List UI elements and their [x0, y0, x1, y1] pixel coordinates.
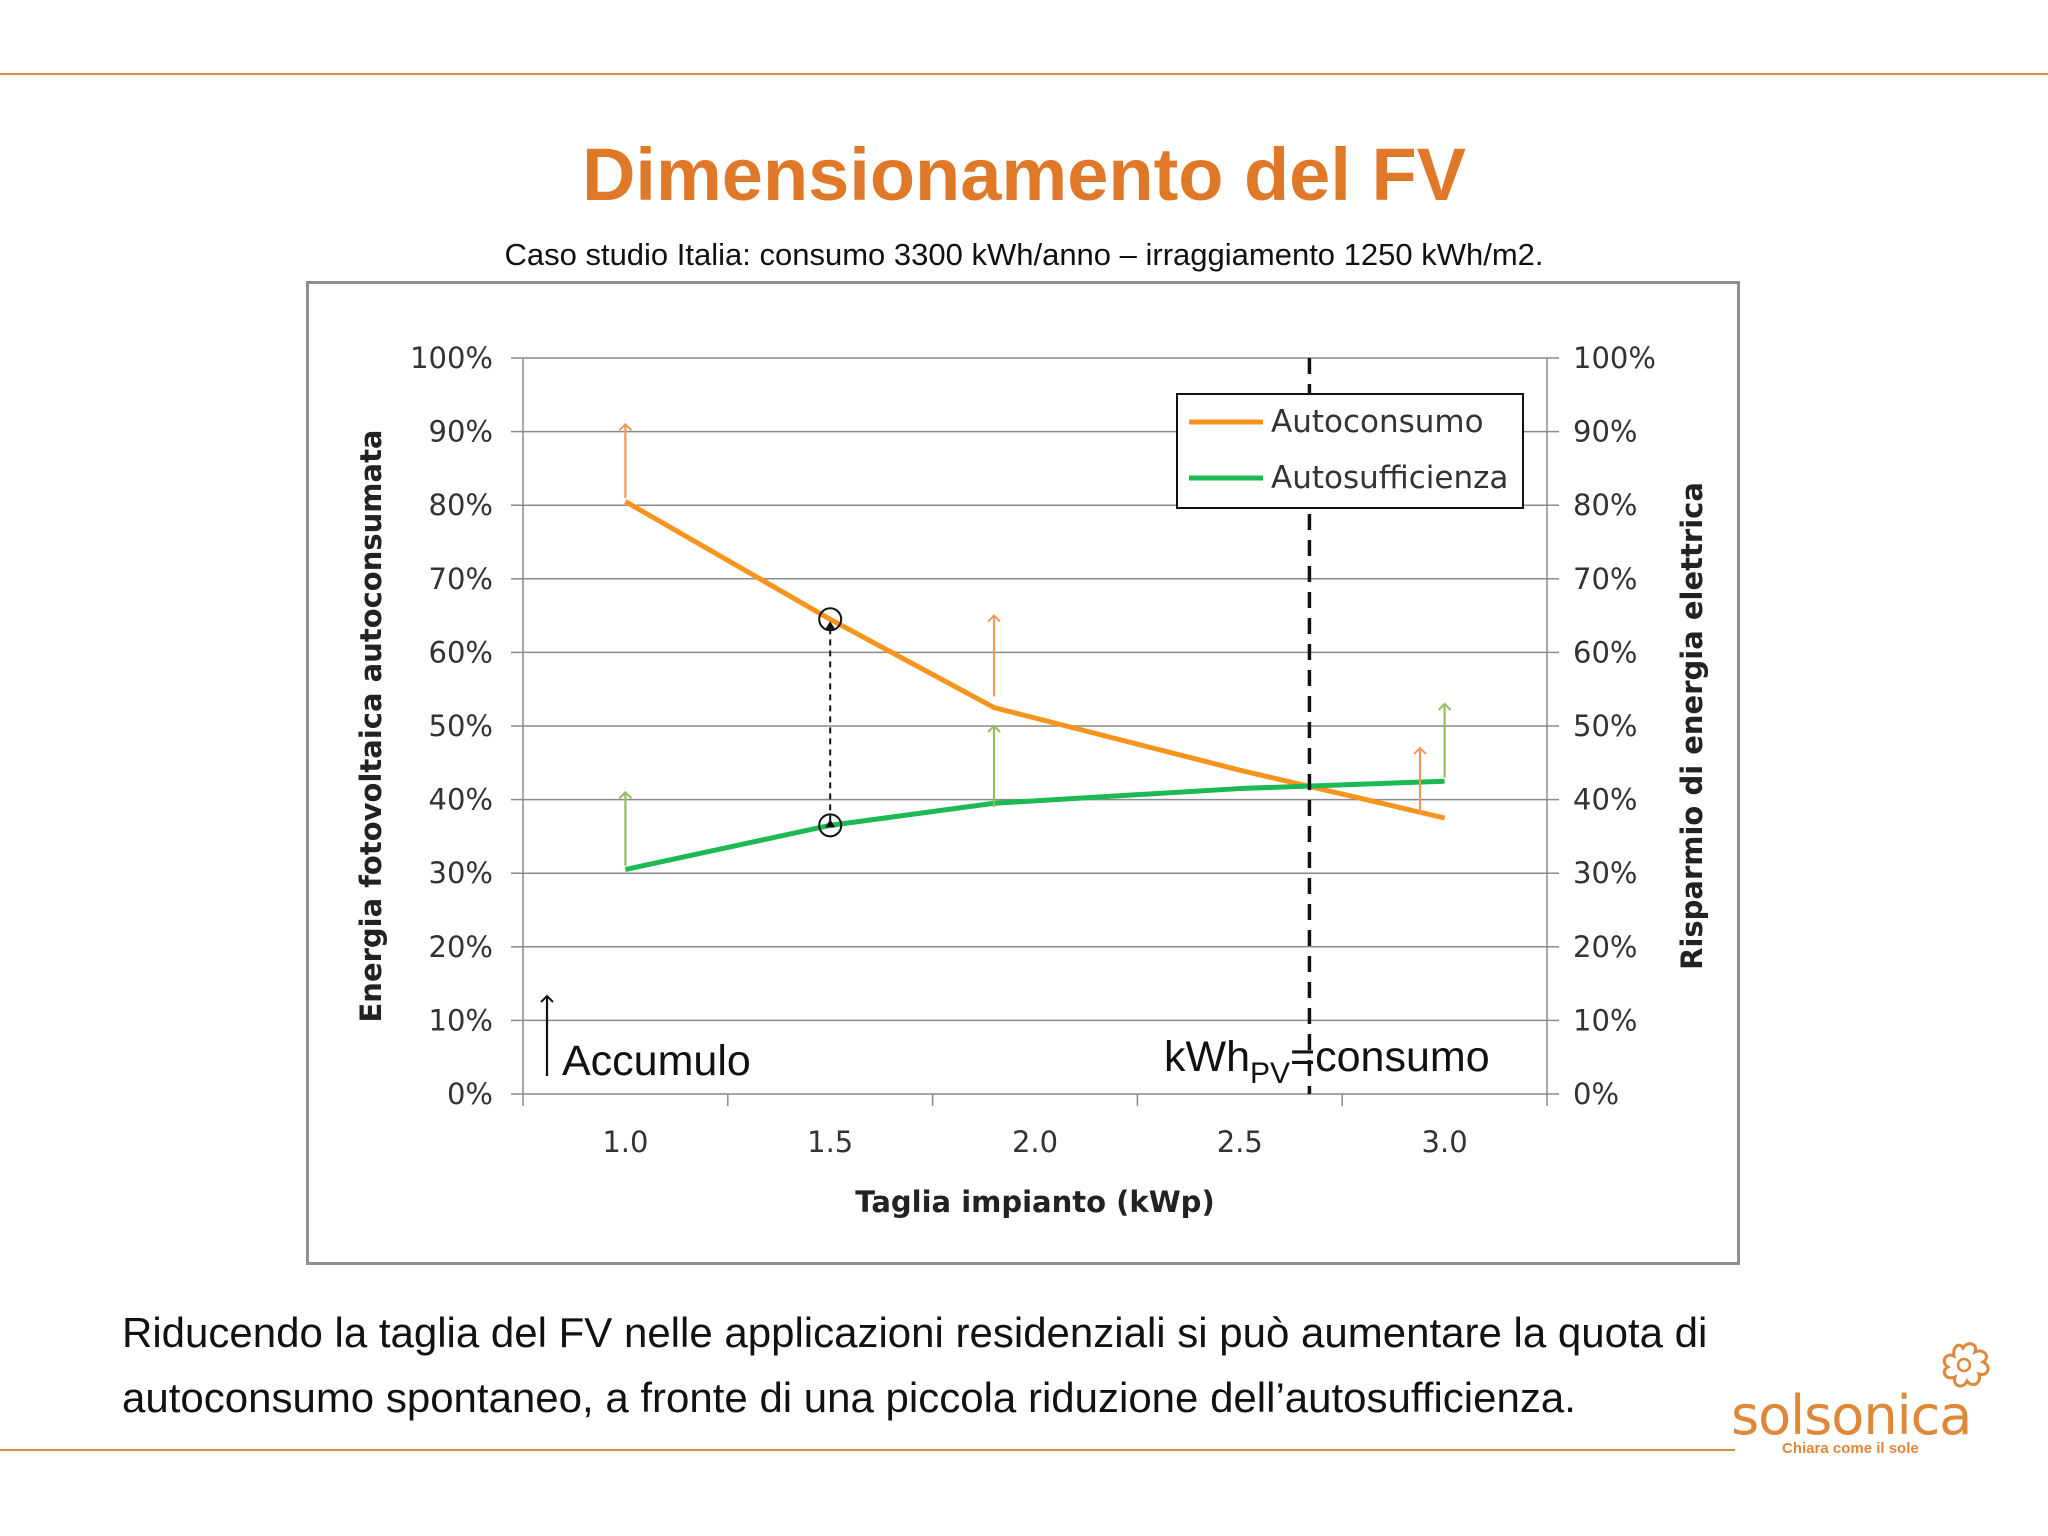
x-tick-label: 1.0 [602, 1125, 648, 1159]
y-tick-label-right: 60% [1573, 635, 1637, 669]
page-title: Dimensionamento del FV [581, 133, 1467, 216]
y-tick-label-right: 20% [1573, 930, 1637, 964]
y-tick-label-right: 50% [1573, 709, 1637, 743]
x-tick-label: 1.5 [807, 1125, 853, 1159]
y-tick-label-left: 30% [429, 856, 493, 890]
y-tick-label-left: 10% [429, 1003, 493, 1037]
y-axis-title-left: Energia fotovoltaica autoconsumata [354, 430, 388, 1023]
y-tick-label-left: 80% [429, 488, 493, 522]
logo-name: solsonica [1731, 1384, 1972, 1447]
y-tick-label-left: 90% [429, 415, 493, 449]
y-tick-label-left: 0% [447, 1077, 493, 1111]
x-tick-label: 2.0 [1012, 1125, 1058, 1159]
y-tick-label-left: 20% [429, 930, 493, 964]
y-tick-label-left: 60% [429, 635, 493, 669]
chart-frame: 0% 0% 10% 10% 20% 20% 30% 30% 40% 40% 50% 50% 60% 60%… [306, 281, 1740, 1265]
series-lines [624, 499, 1446, 872]
subtitle: Caso studio Italia: consumo 3300 kWh/ann… [504, 237, 1544, 272]
y-tick-label-left: 50% [429, 709, 493, 743]
legend: Autoconsumo Autosufficienza [1176, 393, 1524, 509]
y-tick-label-right: 30% [1573, 856, 1637, 890]
improvement-arrows [618, 422, 1452, 866]
y-tick-label-right: 0% [1573, 1077, 1619, 1111]
series-line-autoconsumo [624, 499, 1446, 821]
x-tick-label: 2.5 [1217, 1125, 1263, 1159]
bottom-rule [0, 1449, 1735, 1451]
y-tick-label-right: 10% [1573, 1003, 1637, 1037]
logo-tagline: Chiara come il sole [1782, 1440, 1919, 1457]
y-tick-label-left: 40% [429, 783, 493, 817]
chart-svg: 0% 0% 10% 10% 20% 20% 30% 30% 40% 40% 50% 50% 60% 60%… [354, 341, 1709, 1219]
y-tick-label-right: 40% [1573, 783, 1637, 817]
flower-icon [1942, 1342, 1990, 1388]
body-text: Riducendo la taglia del FV nelle applica… [122, 1309, 1708, 1421]
y-tick-label-left: 100% [410, 341, 493, 375]
kwh-consumo-label: kWhPV=consumo [1164, 1033, 1490, 1090]
annotations: Accumulo kWhPV=consumo [540, 358, 1490, 1094]
x-axis-title: Taglia impianto (kWp) [855, 1185, 1214, 1219]
legend-label: Autoconsumo [1271, 404, 1484, 440]
series-line-autosufficienza [624, 778, 1445, 872]
y-tick-label-right: 80% [1573, 488, 1637, 522]
legend-box [1176, 393, 1524, 509]
y-tick-label-right: 70% [1573, 562, 1637, 596]
legend-label: Autosufficienza [1271, 460, 1508, 496]
y-tick-label-right: 90% [1573, 415, 1637, 449]
accumulo-label: Accumulo [562, 1037, 751, 1085]
y-axis-title-right: Risparmio di energia elettrica [1675, 482, 1709, 970]
x-tick-label: 3.0 [1422, 1125, 1468, 1159]
solsonica-logo: solsonica Chiara come il sole [1728, 1340, 2008, 1460]
y-tick-label-right: 100% [1573, 341, 1656, 375]
top-rule [0, 73, 2048, 75]
y-tick-label-left: 70% [429, 562, 493, 596]
axes: 0% 0% 10% 10% 20% 20% 30% 30% 40% 40% 50% 50% 60% 60%… [354, 341, 1709, 1219]
